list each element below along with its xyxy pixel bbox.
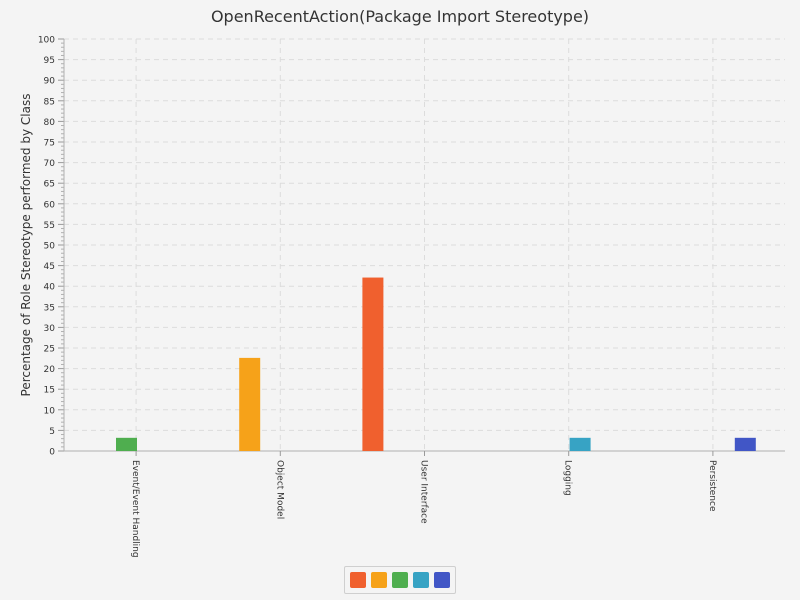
y-tick-label: 25 [44,345,55,355]
y-tick-label: 95 [44,56,55,66]
legend-swatch[interactable] [434,572,450,588]
bar [116,437,137,451]
bar [734,437,756,451]
y-tick-label: 10 [44,406,56,416]
y-tick-label: 50 [44,242,56,252]
bar [362,277,384,451]
y-tick-label: 30 [44,324,56,334]
x-tick-label: User Interface [419,460,429,524]
x-tick-label: Persistence [707,460,717,512]
y-tick-label: 65 [44,180,55,190]
chart-title: OpenRecentAction(Package Import Stereoty… [210,7,590,26]
y-tick-label: 5 [49,427,55,437]
y-tick-label: 0 [49,448,55,458]
legend-swatch[interactable] [350,572,366,588]
x-tick-label: Object Model [274,460,284,519]
y-tick-label: 80 [44,118,56,128]
x-tick-label: Event/Event Handling [130,460,140,558]
x-tick-label: Logging [563,460,573,496]
y-tick-label: 85 [44,97,55,107]
y-tick-label: 90 [44,77,56,87]
bar [239,357,261,451]
legend[interactable] [344,566,456,594]
y-tick-label: 15 [44,386,55,396]
y-tick-label: 35 [44,303,55,313]
y-tick-label: 60 [44,200,56,210]
y-tick-label: 100 [38,36,55,46]
y-tick-label: 45 [44,262,55,272]
y-tick-label: 70 [44,159,56,169]
legend-swatch[interactable] [413,572,429,588]
legend-swatch[interactable] [371,572,387,588]
y-tick-label: 75 [44,139,55,149]
bar [569,437,591,451]
y-tick-label: 20 [44,365,56,375]
y-tick-label: 40 [44,283,56,293]
legend-swatch[interactable] [392,572,408,588]
y-tick-label: 55 [44,221,55,231]
